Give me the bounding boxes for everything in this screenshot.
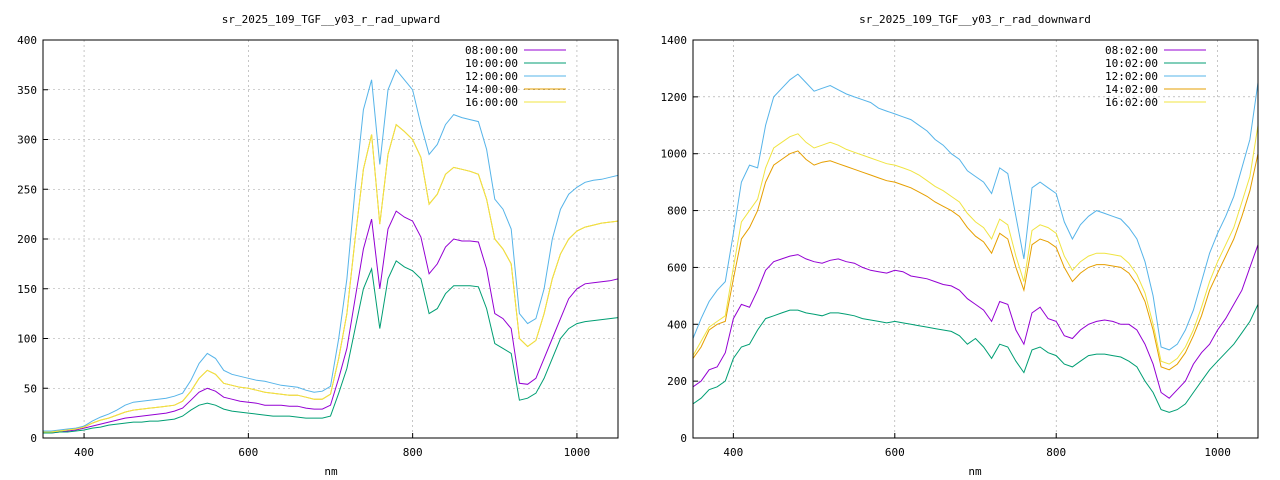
x-tick-label: 600 [238,446,258,459]
y-tick-label: 100 [17,333,37,346]
y-tick-label: 300 [17,134,37,147]
plot-frame [692,39,1259,439]
y-tick-label: 350 [17,84,37,97]
series-line-16-02-00 [693,125,1258,365]
plot-frame [42,39,619,439]
y-tick-label: 0 [30,432,37,445]
series-line-08-00-00 [43,210,618,434]
x-tick-label: 800 [1046,446,1066,459]
x-tick-label: 400 [74,446,94,459]
y-tick-label: 400 [667,318,687,331]
legend-label: 16:00:00 [465,96,518,109]
y-tick-label: 1200 [661,91,688,104]
legend-label: 12:00:00 [465,70,518,83]
series-line-12-02-00 [693,73,1258,351]
legend-label: 16:02:00 [1105,96,1158,109]
series-group [693,73,1258,413]
chart-title: sr_2025_109_TGF__y03_r_rad_upward [222,13,441,26]
y-tick-label: 50 [24,382,37,395]
y-tick-label: 600 [667,261,687,274]
y-tick-label: 1400 [661,34,688,47]
legend-label: 10:02:00 [1105,57,1158,70]
series-line-14-02-00 [693,150,1258,371]
y-tick-label: 0 [680,432,687,445]
series-line-10-00-00 [43,260,618,434]
y-tick-label: 200 [667,375,687,388]
legend-label: 14:02:00 [1105,83,1158,96]
x-axis-label: nm [968,465,982,478]
series-line-12-00-00 [43,68,618,432]
x-tick-label: 1000 [564,446,591,459]
y-tick-label: 400 [17,34,37,47]
legend-label: 10:00:00 [465,57,518,70]
y-tick-label: 250 [17,183,37,196]
legend-label: 08:00:00 [465,44,518,57]
legend-label: 14:00:00 [465,83,518,96]
series-line-10-02-00 [693,304,1258,413]
x-tick-label: 800 [403,446,423,459]
y-tick-label: 200 [17,233,37,246]
y-tick-label: 150 [17,283,37,296]
chart-title: sr_2025_109_TGF__y03_r_rad_downward [859,13,1091,26]
x-tick-label: 600 [885,446,905,459]
y-tick-label: 800 [667,205,687,218]
downward-chart-panel: sr_2025_109_TGF__y03_r_rad_downward nm 0… [661,13,1259,478]
legend-label: 08:02:00 [1105,44,1158,57]
series-group [43,68,618,434]
series-line-16-00-00 [43,123,618,433]
upward-chart-panel: sr_2025_109_TGF__y03_r_rad_upward nm 0 50… [17,13,619,478]
legend-label: 12:02:00 [1105,70,1158,83]
x-axis-label: nm [324,465,338,478]
x-tick-label: 400 [723,446,743,459]
series-line-08-02-00 [693,244,1258,399]
y-tick-label: 1000 [661,148,688,161]
x-tick-label: 1000 [1204,446,1231,459]
